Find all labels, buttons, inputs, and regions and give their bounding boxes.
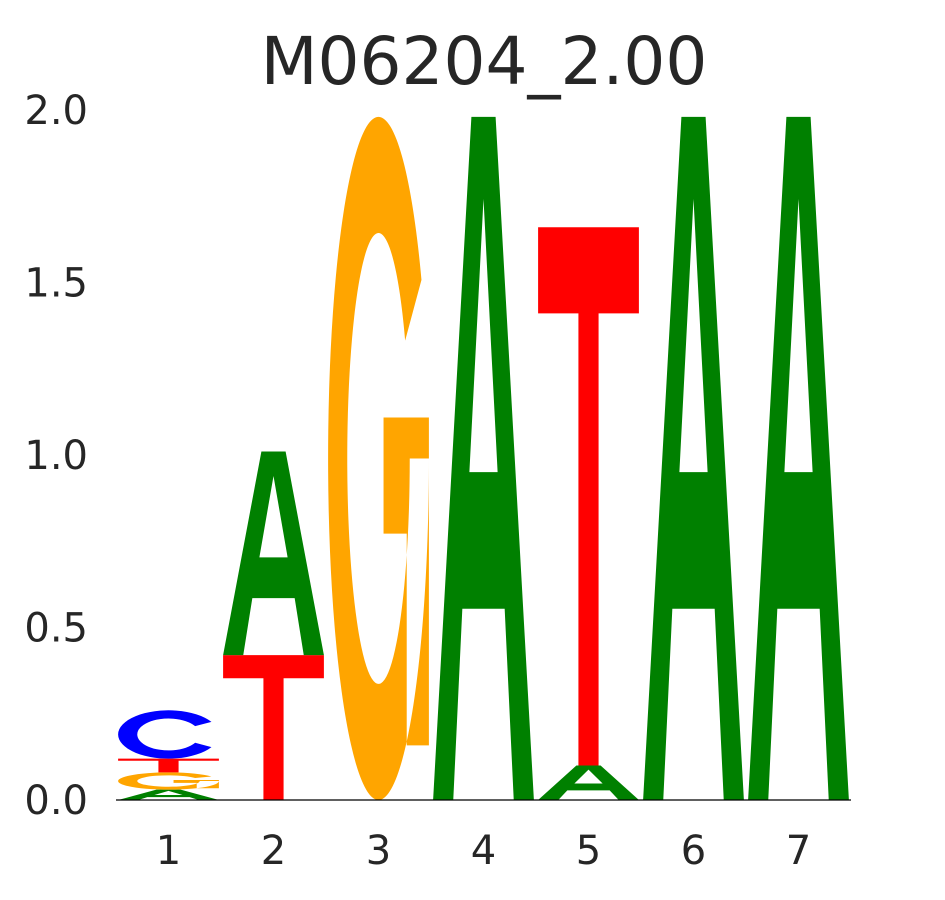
letter-a-pos-2 <box>223 451 324 656</box>
y-tick-label: 0.5 <box>24 606 88 652</box>
y-tick-label: 1.5 <box>24 261 88 307</box>
y-axis: 0.0 0.5 1.0 1.5 2.0 <box>24 88 88 824</box>
x-tick-label: 6 <box>681 828 706 874</box>
letter-a-pos-7 <box>748 116 849 800</box>
x-tick-label: 4 <box>471 828 496 874</box>
y-tick-label: 0.0 <box>24 778 88 824</box>
letter-t-pos-5 <box>538 227 639 766</box>
letter-a-pos-1 <box>118 789 219 800</box>
letter-a-pos-6 <box>643 116 744 800</box>
x-tick-label: 1 <box>156 828 181 874</box>
letter-g-pos-3 <box>328 116 429 800</box>
letter-g-pos-1 <box>118 772 219 790</box>
letter-stacks <box>118 116 849 800</box>
chart-title: M06204_2.00 <box>261 23 708 100</box>
y-tick-label: 1.0 <box>24 433 88 479</box>
x-tick-label: 5 <box>576 828 601 874</box>
letter-t-pos-2 <box>223 655 324 800</box>
letter-c-pos-1 <box>118 710 212 759</box>
x-tick-label: 7 <box>786 828 811 874</box>
x-axis: 1 2 3 4 5 6 7 <box>156 828 811 874</box>
letter-a-pos-5 <box>538 765 639 800</box>
x-tick-label: 2 <box>261 828 286 874</box>
letter-t-pos-1 <box>118 758 219 773</box>
x-tick-label: 3 <box>366 828 391 874</box>
letter-a-pos-4 <box>433 116 534 800</box>
y-tick-label: 2.0 <box>24 88 88 134</box>
